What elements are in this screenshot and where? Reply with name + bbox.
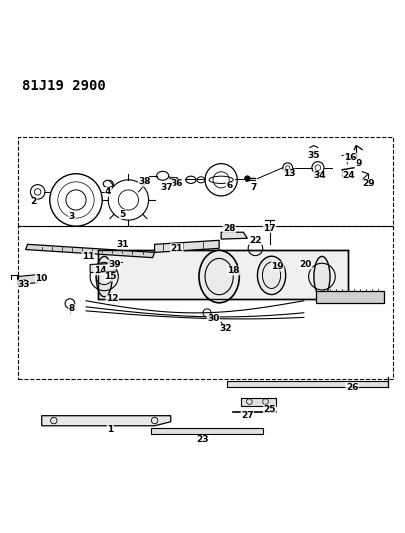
- Text: 25: 25: [262, 405, 275, 414]
- Text: 7: 7: [249, 183, 256, 192]
- Text: 14: 14: [94, 266, 106, 275]
- Text: 81J19 2900: 81J19 2900: [21, 79, 105, 93]
- Ellipse shape: [257, 256, 285, 295]
- Text: 10: 10: [35, 274, 48, 283]
- Text: 24: 24: [341, 171, 354, 180]
- Polygon shape: [315, 290, 384, 303]
- Polygon shape: [150, 428, 263, 434]
- Text: 9: 9: [354, 159, 360, 168]
- Text: 11: 11: [82, 252, 94, 261]
- Text: 33: 33: [17, 280, 30, 289]
- Text: 39: 39: [108, 260, 120, 269]
- Text: 30: 30: [207, 314, 219, 324]
- Bar: [98, 251, 347, 299]
- Text: 38: 38: [138, 177, 150, 187]
- Polygon shape: [17, 274, 38, 285]
- Polygon shape: [221, 232, 247, 239]
- Text: 27: 27: [241, 411, 253, 420]
- Text: 22: 22: [249, 236, 261, 245]
- Circle shape: [244, 176, 249, 181]
- Text: 1: 1: [107, 425, 113, 434]
- Text: 15: 15: [104, 272, 116, 281]
- Text: 19: 19: [271, 262, 283, 271]
- Polygon shape: [154, 240, 219, 253]
- Polygon shape: [42, 416, 171, 426]
- Text: 16: 16: [343, 153, 356, 162]
- Text: 17: 17: [262, 224, 275, 233]
- Text: 4: 4: [105, 188, 111, 196]
- Ellipse shape: [313, 256, 329, 297]
- Text: 2: 2: [30, 198, 37, 206]
- Text: 26: 26: [345, 383, 358, 392]
- Text: 37: 37: [160, 183, 173, 192]
- Polygon shape: [241, 398, 275, 406]
- Text: 28: 28: [222, 224, 235, 233]
- Text: 20: 20: [299, 260, 311, 269]
- Text: 13: 13: [283, 169, 295, 178]
- Text: 3: 3: [69, 212, 75, 221]
- Text: 36: 36: [170, 179, 183, 188]
- Text: 5: 5: [119, 209, 125, 219]
- Text: 8: 8: [69, 304, 75, 313]
- Polygon shape: [26, 244, 154, 257]
- Text: 35: 35: [307, 151, 320, 160]
- Text: 31: 31: [116, 240, 128, 249]
- Text: 12: 12: [106, 294, 118, 303]
- Text: 6: 6: [226, 181, 232, 190]
- Text: 32: 32: [218, 325, 231, 334]
- Text: 18: 18: [226, 266, 239, 275]
- Ellipse shape: [198, 251, 239, 303]
- Text: 29: 29: [361, 179, 374, 188]
- Polygon shape: [227, 382, 388, 387]
- Polygon shape: [90, 263, 116, 272]
- Ellipse shape: [96, 256, 112, 297]
- Text: 23: 23: [196, 435, 209, 445]
- Text: 34: 34: [313, 171, 326, 180]
- Text: 21: 21: [170, 244, 183, 253]
